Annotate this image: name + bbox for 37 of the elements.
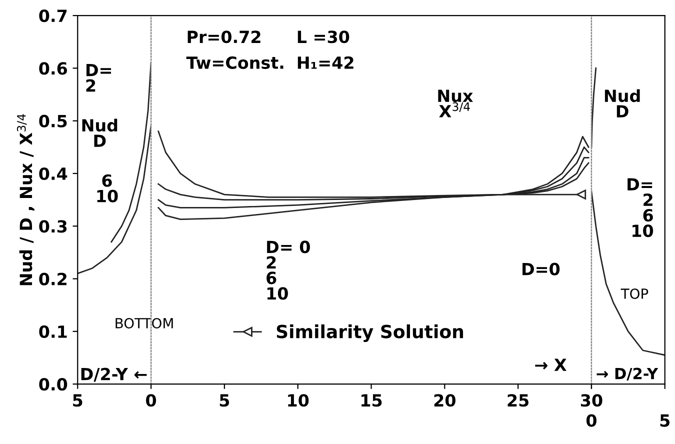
- x-tick-label: 0: [586, 414, 596, 427]
- annotation: L =30: [298, 30, 350, 44]
- annotation: Nux X$^{3/4}$: [438, 90, 473, 118]
- annotation: Tw=Const.: [186, 56, 284, 69]
- x-tick-label: 5: [73, 394, 82, 407]
- y-tick-label: 0.1: [39, 325, 67, 338]
- x-tick-label: 25: [508, 394, 528, 407]
- annotation: D= 2 6 10: [628, 178, 654, 238]
- annotation: Nud D: [82, 118, 118, 147]
- x-tick-label: 0: [146, 394, 156, 407]
- y-tick-label: 0.4: [39, 167, 68, 180]
- y-tick-label: 0.3: [39, 220, 67, 233]
- y-tick-label: 0.5: [39, 114, 67, 128]
- annotation: 6 10: [97, 174, 118, 202]
- annotation: Nud D: [604, 89, 640, 118]
- x-tick-label: 15: [362, 394, 382, 407]
- annotation: D= 2: [86, 64, 111, 92]
- y-axis-title: Nud / D , Nux / X$^{3/4}$: [16, 114, 34, 286]
- annotation: D=0: [522, 262, 560, 276]
- annotation: Pr=0.72: [188, 30, 260, 44]
- annotation: BOTTOM: [116, 318, 173, 328]
- x-tick-label: 10: [288, 394, 309, 407]
- annotation: → X: [535, 358, 566, 371]
- legend-label: Similarity Solution: [276, 324, 464, 342]
- annotation: H₁=42: [298, 56, 354, 69]
- x-tick-label: 20: [434, 394, 456, 407]
- x-tick-label: 5: [660, 414, 670, 427]
- y-tick-label: 0.7: [39, 10, 67, 22]
- y-tick-label: 0.0: [39, 378, 68, 391]
- x-tick-label: 5: [220, 394, 230, 407]
- annotation: TOP: [620, 288, 648, 299]
- annotation: D/2-Y ←: [81, 368, 147, 382]
- x-tick-label: 30: [580, 394, 602, 407]
- annotation: → D/2-Y: [596, 368, 658, 381]
- annotation: D= 0 2 6 10: [266, 240, 310, 300]
- y-tick-label: 0.6: [39, 62, 68, 75]
- y-tick-label: 0.2: [39, 272, 66, 286]
